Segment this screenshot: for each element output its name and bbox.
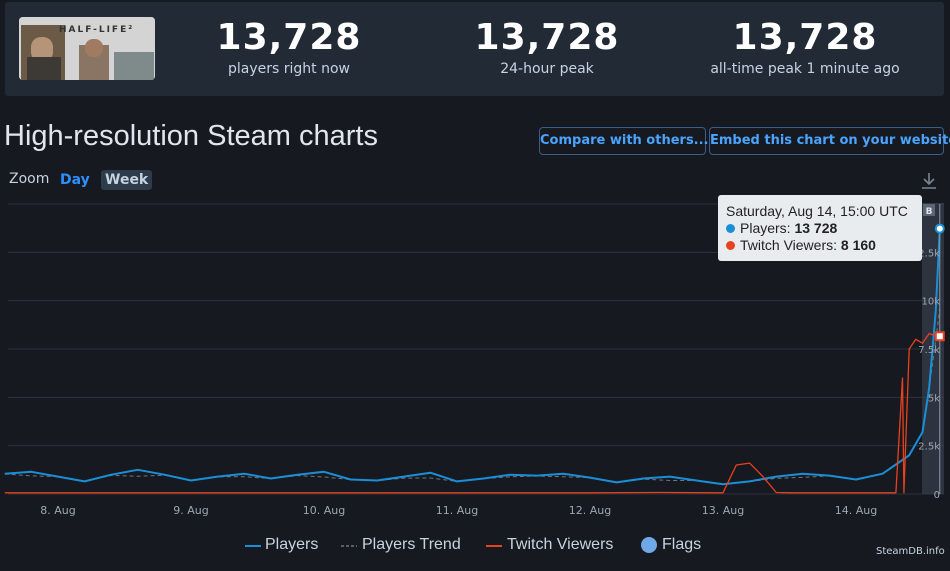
y-tick-label: 7.5k <box>918 345 940 356</box>
x-tick-label: 12. Aug <box>569 504 611 517</box>
x-tick-label: 9. Aug <box>173 504 208 517</box>
chart-series <box>4 228 941 494</box>
legend-symbols <box>245 537 657 553</box>
legend-twitch-viewers[interactable]: Twitch Viewers <box>507 536 614 553</box>
chart-markers <box>934 204 945 494</box>
tooltip-players-row: Players: 13 728 <box>726 220 837 236</box>
credit-text: SteamDB.info <box>876 546 945 557</box>
tooltip-twitch-row: Twitch Viewers: 8 160 <box>726 237 876 253</box>
chart-tooltip: Saturday, Aug 14, 15:00 UTC Players: 13 … <box>718 195 922 261</box>
legend-flags-symbol <box>641 537 657 553</box>
x-tick-label: 11. Aug <box>436 504 478 517</box>
stat-value: 13,728 <box>474 17 620 58</box>
stats-bar: HALF-LIFE² 13,728 players right now 13,7… <box>5 2 944 96</box>
tooltip-players-label: Players: <box>740 220 795 236</box>
players-dot-icon <box>726 224 735 233</box>
zoom-day-button[interactable]: Day <box>60 172 90 188</box>
x-tick-label: 13. Aug <box>702 504 744 517</box>
players-hover-marker <box>934 223 945 234</box>
y-tick-label: 12.5k <box>912 248 940 259</box>
twitch-dot-icon <box>726 241 735 250</box>
twitch-viewers-line <box>4 332 940 494</box>
x-tick-label: 14. Aug <box>835 504 877 517</box>
stat-all-time-peak: 13,728 all-time peak 1 minute ago <box>695 16 915 78</box>
x-tick-label: 8. Aug <box>40 504 75 517</box>
y-tick-label: 10k <box>921 297 940 308</box>
y-axis-ticks: 0 2.5k 5k 7.5k 10k 12.5k <box>912 248 940 501</box>
tooltip-twitch-label: Twitch Viewers: <box>740 237 841 253</box>
zoom-week-button[interactable]: Week <box>101 170 153 190</box>
stat-24h-peak: 13,728 24-hour peak <box>437 16 657 78</box>
page-title: High-resolution Steam charts <box>4 120 378 152</box>
legend-players[interactable]: Players <box>265 536 319 553</box>
tooltip-header: Saturday, Aug 14, 15:00 UTC <box>726 203 908 219</box>
players-trend-line <box>4 308 941 485</box>
embed-chart-button[interactable]: Embed this chart on your website <box>709 127 950 155</box>
legend-flags[interactable]: Flags <box>662 536 702 553</box>
x-axis-ticks: 8. Aug 9. Aug 10. Aug 11. Aug 12. Aug 13. Aug… <box>40 504 877 517</box>
compare-button[interactable]: Compare with others... <box>539 127 709 155</box>
tooltip-players-value: 13 728 <box>794 220 838 236</box>
stat-value: 13,728 <box>732 17 878 58</box>
tooltip-twitch-value: 8 160 <box>840 237 876 253</box>
legend-players-trend[interactable]: Players Trend <box>362 536 461 553</box>
y-tick-label: 0 <box>934 490 940 501</box>
zoom-label: Zoom <box>9 171 50 187</box>
range-handle-label: B <box>926 207 933 217</box>
range-handle <box>923 204 935 216</box>
stat-value: 13,728 <box>216 17 362 58</box>
game-logo-art <box>19 17 155 80</box>
y-tick-label: 5k <box>928 393 940 404</box>
stat-label: players right now <box>228 61 350 77</box>
game-logo[interactable]: HALF-LIFE² <box>19 17 155 80</box>
download-icon[interactable] <box>918 170 940 192</box>
stat-players-now: 13,728 players right now <box>179 16 399 78</box>
players-line <box>4 228 941 486</box>
stat-label: all-time peak 1 minute ago <box>710 61 900 77</box>
y-tick-label: 2.5k <box>918 442 940 453</box>
x-tick-label: 10. Aug <box>303 504 345 517</box>
stat-label: 24-hour peak <box>500 61 594 77</box>
game-logo-text: HALF-LIFE² <box>59 25 135 35</box>
twitch-hover-marker <box>934 331 945 342</box>
